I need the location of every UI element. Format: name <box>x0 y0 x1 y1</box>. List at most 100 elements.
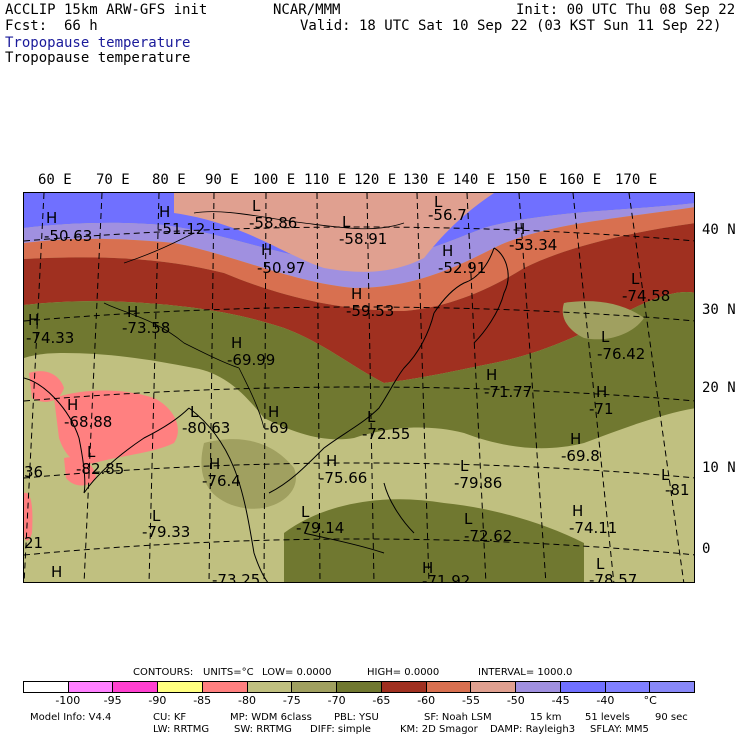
label-value: -52.91 <box>438 259 487 277</box>
footer-levels: 51 levels <box>585 712 630 723</box>
scale-tick-label: -70 <box>327 694 346 707</box>
scale-tick-label: -45 <box>551 694 570 707</box>
lon-label: 130 E <box>403 172 446 188</box>
scale-tick-label: -100 <box>55 694 81 707</box>
footer-lw: LW: RRTMG <box>153 724 210 735</box>
label-value: -76.42 <box>597 345 646 363</box>
scale-tick-label: -85 <box>193 694 212 707</box>
label-extremum: H <box>209 455 221 473</box>
scale-swatch <box>381 682 427 692</box>
scale-tick-label: -80 <box>238 694 256 707</box>
map-panel: H -50.63 H -51.12 L -58.86 L -56.7 L -58… <box>23 192 695 583</box>
label-extremum: H <box>159 203 171 221</box>
band-olive-pacific <box>562 301 644 340</box>
lat-label: 30 N <box>702 302 736 318</box>
fcst-value: 66 h <box>64 18 98 34</box>
label-value: -79.86 <box>454 474 503 492</box>
lon-label: 70 E <box>96 172 130 188</box>
label-extremum: H <box>596 383 608 401</box>
label-value: -71.92 <box>422 572 471 583</box>
scale-tick-label: -60 <box>417 694 436 707</box>
label-value: 21 <box>24 534 44 552</box>
grid-lines <box>24 193 694 582</box>
coastlines <box>24 247 509 582</box>
label-extremum: L <box>87 443 96 461</box>
scale-swatch <box>605 682 651 692</box>
label-extremum: L <box>460 457 469 475</box>
label-extremum: H <box>46 209 58 227</box>
contours-low: LOW= 0.0000 <box>262 667 332 678</box>
label-value: -53.34 <box>509 236 558 254</box>
lon-label: 110 E <box>304 172 347 188</box>
band-olive-dark <box>24 292 694 449</box>
label-extremum: H <box>261 241 273 259</box>
label-value: 36 <box>24 463 44 481</box>
footer-diff: DIFF: simple <box>310 724 371 735</box>
label-extremum: L <box>301 503 310 521</box>
band-olive-south <box>284 499 584 582</box>
contours-high: HIGH= 0.0000 <box>367 667 440 678</box>
lon-label: 90 E <box>205 172 239 188</box>
lon-label: 100 E <box>253 172 296 188</box>
label-extremum: L <box>464 510 473 528</box>
footer-mp: MP: WDM 6class <box>230 712 312 723</box>
label-value: -69 <box>264 419 289 437</box>
scale-tick-label: -50 <box>506 694 525 707</box>
label-extremum: L <box>367 408 376 426</box>
band-rose <box>174 193 494 272</box>
label-value: -71 <box>589 400 614 418</box>
label-value: -78.57 <box>589 571 638 583</box>
contours-interval: INTERVAL= 1000.0 <box>478 667 573 678</box>
label-extremum: H <box>231 334 243 352</box>
label-value: -79.33 <box>142 523 191 541</box>
lon-label: 60 E <box>38 172 72 188</box>
init-time: Init: 00 UTC Thu 08 Sep 22 <box>516 2 736 18</box>
fcst-label: Fcst: <box>5 18 48 34</box>
lon-label: 120 E <box>354 172 397 188</box>
patch-pink <box>24 492 33 541</box>
footer-damp: DAMP: Rayleigh3 <box>490 724 576 735</box>
field-title-1: Tropopause temperature <box>5 35 191 51</box>
label-extremum: H <box>570 430 582 448</box>
footer-pbl: PBL: YSU <box>334 712 379 723</box>
scale-tick-label: -95 <box>103 694 122 707</box>
label-value: -73.58 <box>122 319 171 337</box>
label-value: -58.91 <box>339 230 388 248</box>
label-extremum: L <box>434 193 443 211</box>
label-extremum: H <box>28 311 40 329</box>
scale-swatch <box>337 682 382 692</box>
scale-swatch <box>24 682 69 692</box>
scale-swatch <box>292 682 338 692</box>
label-value: -56.7 <box>428 206 467 224</box>
lat-label: 20 N <box>702 380 736 396</box>
patch-pink <box>54 390 178 464</box>
label-value: -59.53 <box>346 302 395 320</box>
scale-swatch <box>471 682 517 692</box>
footer-model-info: Model Info: V4.4 <box>30 712 112 723</box>
scale-swatch <box>247 682 293 692</box>
borders <box>103 211 405 429</box>
label-extremum: H <box>486 366 498 384</box>
label-extremum: L <box>342 213 351 231</box>
patch-pink <box>29 371 64 402</box>
label-extremum: L <box>252 197 261 215</box>
footer-sw: SW: RRTMG <box>234 724 292 735</box>
label-extremum: L <box>661 466 670 484</box>
label-value: -80.63 <box>182 419 231 437</box>
label-value: -69.99 <box>227 351 276 369</box>
patch-pink <box>64 457 96 486</box>
label-extremum: L <box>601 328 610 346</box>
label-value: -81 <box>665 481 690 499</box>
label-value: -50.97 <box>257 259 306 277</box>
footer-timestep: 90 sec <box>655 712 688 723</box>
band-orange <box>24 207 694 311</box>
scale-swatch <box>516 682 561 692</box>
footer-sflay: SFLAY: MM5 <box>590 724 649 735</box>
label-extremum: H <box>67 396 79 414</box>
lon-label: 170 E <box>615 172 658 188</box>
label-value: -51.12 <box>157 220 206 238</box>
scale-tick-label: °C <box>643 694 657 707</box>
label-value: -68.88 <box>64 413 113 431</box>
lat-label: 10 N <box>702 460 736 476</box>
lon-label: 140 E <box>453 172 496 188</box>
